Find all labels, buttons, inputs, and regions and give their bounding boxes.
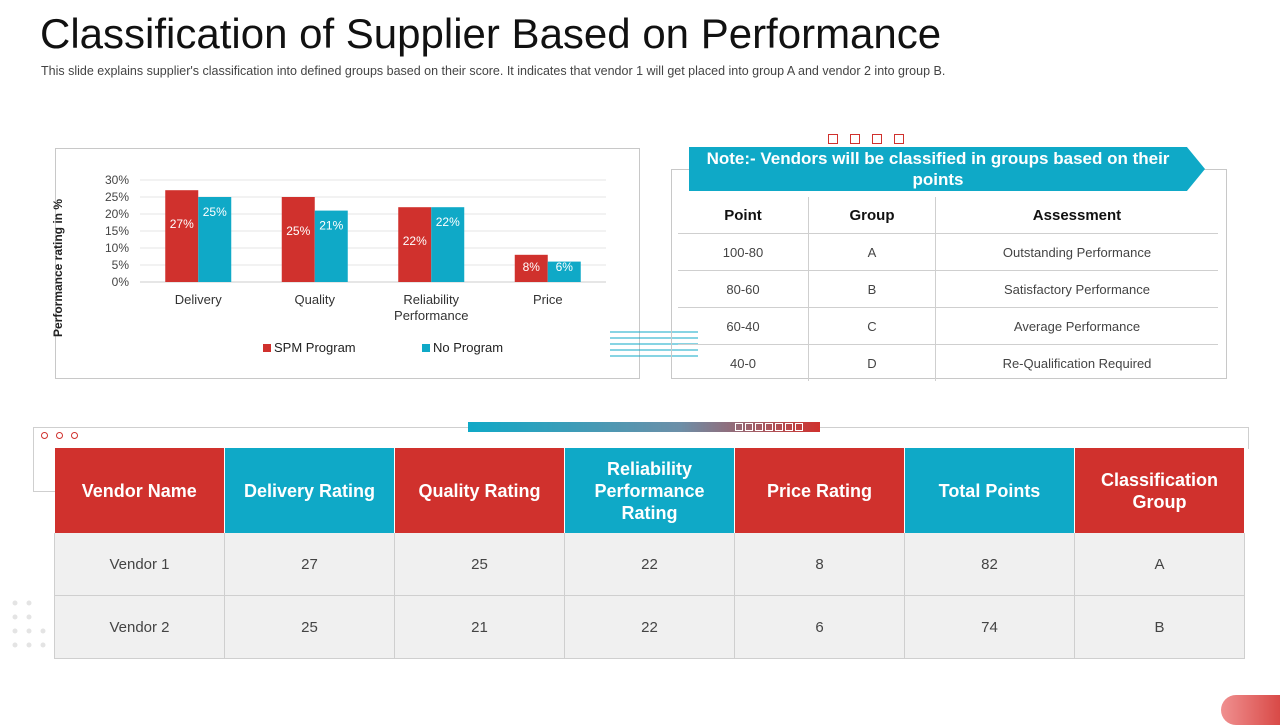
assessment-cell: Re-Qualification Required — [1002, 355, 1152, 371]
legend-swatch-spm — [263, 344, 271, 352]
note-decor-squares — [828, 131, 916, 144]
gradient-bar — [468, 422, 820, 432]
vendor-name-cell: Vendor 1 — [54, 533, 225, 596]
vendor-table-header: Vendor Name Delivery Rating Quality Rati… — [54, 448, 1245, 533]
quality-cell: 25 — [394, 533, 565, 596]
assessment-cell: Outstanding Performance — [935, 233, 1218, 271]
header-delivery-rating: Delivery Rating — [224, 448, 395, 533]
reliability-cell: 22 — [564, 533, 735, 596]
points-cell: 60-40 — [678, 307, 809, 345]
frame-line-right — [1248, 427, 1249, 449]
quality-cell: 21 — [394, 595, 565, 659]
legend-label-no-program: No Program — [433, 340, 504, 355]
table-row: 80-60 B Satisfactory Performance — [678, 270, 1218, 308]
table-row: 40-0 D Re-Qualification Required — [678, 344, 1218, 381]
legend-item-no-program: No Program — [422, 340, 503, 355]
points-cell: 100-80 — [678, 233, 809, 271]
points-cell: 80-60 — [678, 270, 809, 308]
frame-line-left — [33, 427, 34, 492]
table-row: 100-80 A Outstanding Performance — [678, 233, 1218, 271]
vendor-name-cell: Vendor 2 — [54, 595, 225, 659]
header-price-rating: Price Rating — [734, 448, 905, 533]
total-cell: 74 — [904, 595, 1075, 659]
group-cell: B — [808, 270, 936, 308]
legend-label-spm: SPM Program — [274, 340, 356, 355]
points-header-point: Point — [678, 197, 809, 234]
header-classification-group: Classification Group — [1074, 448, 1245, 533]
total-cell: 82 — [904, 533, 1075, 596]
delivery-cell: 25 — [224, 595, 395, 659]
header-quality-rating: Quality Rating — [394, 448, 565, 533]
chart-y-axis-label: Performance rating in % — [51, 198, 65, 338]
assessment-cell: Average Performance — [935, 307, 1218, 345]
group-cell: A — [808, 233, 936, 271]
legend-swatch-no-program — [422, 344, 430, 352]
group-cell: A — [1074, 533, 1245, 596]
points-table: Point Group Assessment 100-80 A Outstand… — [678, 197, 1218, 381]
reliability-cell: 22 — [564, 595, 735, 659]
chart-frame — [55, 148, 640, 379]
legend-item-spm: SPM Program — [263, 340, 356, 355]
points-header-assessment: Assessment — [935, 197, 1218, 234]
group-cell: D — [808, 344, 936, 381]
table-row: 60-40 C Average Performance — [678, 307, 1218, 345]
points-table-header: Point Group Assessment — [678, 197, 1218, 234]
points-cell: 40-0 — [678, 344, 809, 381]
assessment-cell: Satisfactory Performance — [935, 270, 1218, 308]
slide-subtitle: This slide explains supplier's classific… — [41, 64, 946, 78]
slide-title: Classification of Supplier Based on Perf… — [40, 10, 942, 57]
gradient-bar-squares — [735, 423, 805, 441]
header-vendor-name: Vendor Name — [54, 448, 225, 533]
price-cell: 8 — [734, 533, 905, 596]
frame-line-left-foot — [33, 491, 55, 492]
note-banner: Note:- Vendors will be classified in gro… — [689, 147, 1205, 191]
decor-circles — [41, 426, 86, 444]
corner-decor-pill — [1221, 695, 1280, 725]
header-total-points: Total Points — [904, 448, 1075, 533]
delivery-cell: 27 — [224, 533, 395, 596]
table-row: Vendor 1 27 25 22 8 82 A — [54, 533, 1245, 596]
group-cell: C — [808, 307, 936, 345]
points-header-group: Group — [808, 197, 936, 234]
table-row: Vendor 2 25 21 22 6 74 B — [54, 595, 1245, 659]
vendor-table: Vendor Name Delivery Rating Quality Rati… — [54, 448, 1245, 659]
price-cell: 6 — [734, 595, 905, 659]
group-cell: B — [1074, 595, 1245, 659]
header-reliability-rating: Reliability Performance Rating — [564, 448, 735, 533]
